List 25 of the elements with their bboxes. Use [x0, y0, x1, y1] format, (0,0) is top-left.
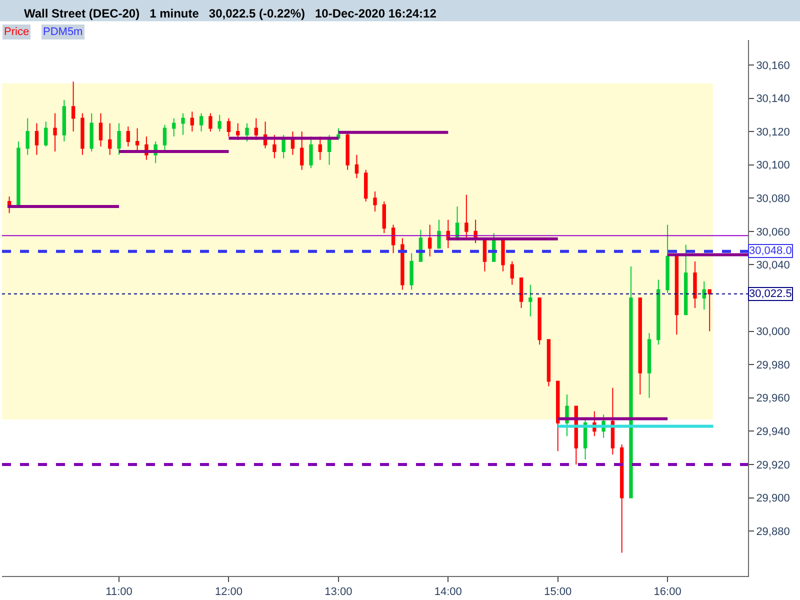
y-tick-label: 30,040	[756, 260, 790, 272]
y-tick-label: 29,880	[756, 526, 790, 538]
y-tick-label: 29,900	[756, 492, 790, 505]
y-tick-label: 30,160	[756, 60, 790, 72]
y-tick-label: 30,060	[756, 226, 790, 238]
y-tick-label: 30,080	[756, 192, 790, 205]
ref-line-label: 30,048.0	[749, 245, 792, 257]
x-tick-label: 11:00	[106, 586, 132, 598]
x-tick-label: 12:00	[214, 586, 242, 598]
chart-title: Wall Street (DEC-20) 1 minute 30,022.5 (-0.22%) 10-Dec-2020 16:24:12	[24, 6, 437, 20]
x-tick-label: 16:00	[654, 586, 682, 598]
y-tick-label: 29,980	[756, 359, 790, 372]
y-tick-label: 30,140	[756, 93, 790, 106]
x-tick-label: 14:00	[434, 586, 462, 598]
x-tick-label: 15:00	[544, 586, 572, 598]
y-tick-label: 30,100	[756, 160, 790, 172]
y-tick-label: 29,960	[756, 392, 790, 405]
text: Price	[4, 26, 30, 38]
y-tick-label: 30,120	[756, 126, 790, 138]
text: PDM5m	[43, 26, 83, 38]
y-tick-label: 29,940	[756, 426, 790, 438]
y-tick-label: 29,920	[756, 459, 790, 472]
ref-line-label: 30,022.5	[749, 288, 792, 300]
y-tick-label: 30,000	[756, 326, 790, 338]
x-tick-label: 13:00	[324, 586, 352, 598]
